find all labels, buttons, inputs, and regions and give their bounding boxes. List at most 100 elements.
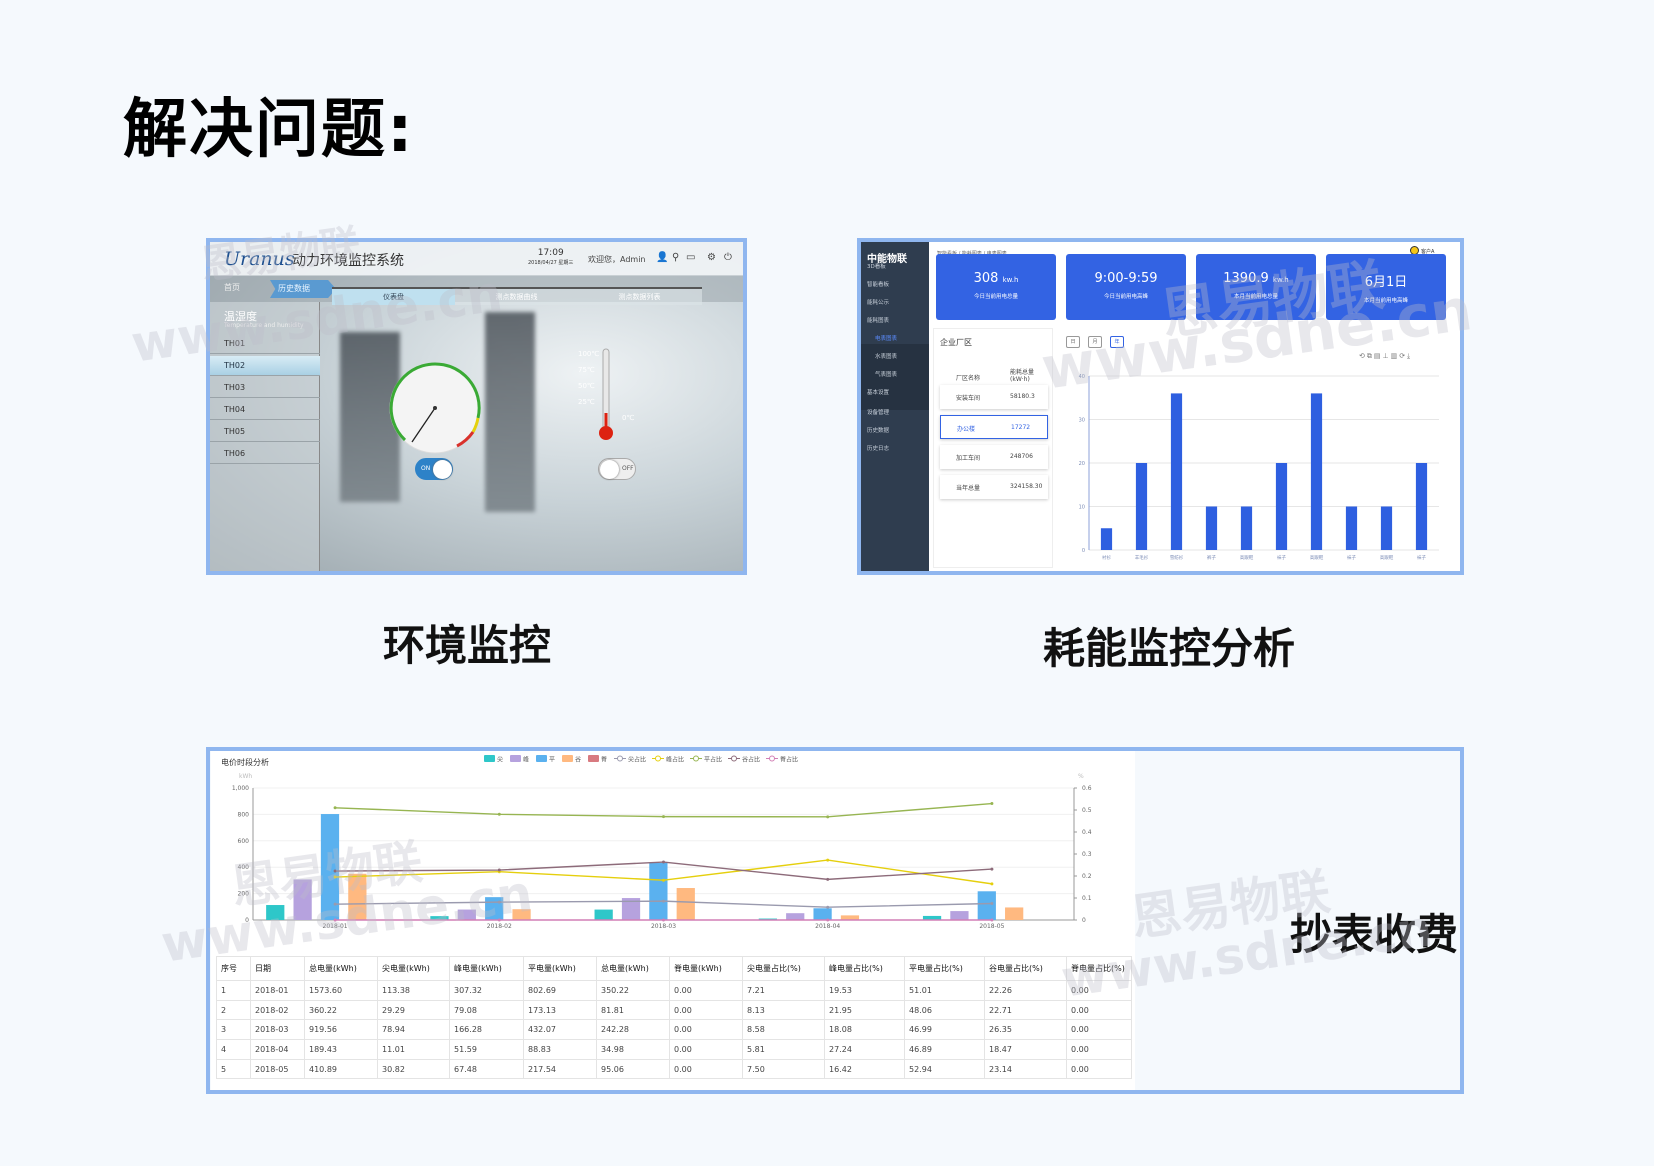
bar-尖 [922, 915, 942, 920]
bar-尖 [266, 905, 285, 920]
line-point [990, 918, 994, 922]
plant-row[interactable]: 加工车间 248706 [940, 445, 1048, 469]
column-header[interactable]: 日期 [250, 956, 305, 981]
wrench-icon[interactable]: ⚲ [672, 252, 680, 263]
y-tick-label: 30 [1079, 418, 1085, 424]
plant-row[interactable]: 安装车间 58180.3 [940, 385, 1048, 409]
table-cell: 0.00 [1066, 1039, 1132, 1060]
nav-item[interactable]: 智能看板 [867, 282, 890, 288]
column-header[interactable]: 总电量(kWh) [596, 956, 670, 981]
table-cell: 11.01 [377, 1039, 450, 1060]
server-rack [340, 332, 400, 502]
column-header[interactable]: 平电量占比(%) [904, 956, 985, 981]
nav-item[interactable]: 基本设置 [867, 390, 890, 396]
x-tick-label: 雪纺衫 [1170, 554, 1184, 561]
plant-row-selected[interactable]: 办公楼 17272 [940, 415, 1048, 439]
breadcrumb-history[interactable]: 历史数据 [270, 280, 336, 298]
table-cell: 2018-04 [250, 1039, 305, 1060]
table-cell: 79.08 [449, 999, 524, 1021]
user-name[interactable]: 客户A [1421, 249, 1435, 255]
table-cell: 0.00 [669, 999, 743, 1021]
tab-dashboard[interactable]: 仪表盘 [332, 289, 455, 305]
legend-label: 平占比 [704, 756, 722, 764]
sensor-item[interactable]: TH06 [210, 444, 320, 464]
tab-list[interactable]: 测点数据列表 [618, 293, 661, 301]
x-tick-label: 高跟鞋 [1380, 554, 1394, 561]
nav-item[interactable]: 设备管理 [867, 410, 890, 416]
welcome-text: 欢迎您，Admin [588, 255, 646, 264]
column-header[interactable]: 平电量(kWh) [523, 956, 597, 981]
plant-row[interactable]: 当年总量 324158.30 [940, 475, 1048, 499]
legend-marker [655, 755, 661, 762]
nav-item[interactable]: 能耗图表 [867, 318, 890, 324]
tab-curve[interactable]: 测点数据曲线 [495, 293, 538, 301]
line-point [826, 877, 830, 881]
y-tick-label: 20 [1079, 461, 1085, 467]
left-tick-label: 1,000 [232, 785, 249, 792]
gear-icon[interactable]: ⚙ [707, 252, 716, 263]
temp-label: 25℃ [578, 398, 595, 406]
plant-list: 企业厂区 厂区名称 能耗总量(kW·h) 安装车间 58180.3 办公楼 1727… [933, 328, 1053, 568]
table-cell: 8.13 [742, 999, 825, 1021]
chart-toolbox-icons[interactable]: ⟲⧉▤⊥▥⟳⤓ [1359, 352, 1413, 360]
breadcrumb-home[interactable]: 首页 [224, 283, 240, 292]
nav-item[interactable]: 水表图表 [875, 354, 898, 360]
table-cell: 2018-03 [250, 1019, 305, 1041]
right-tick-label: 0.4 [1082, 829, 1092, 836]
bar [1205, 506, 1218, 550]
line-point [990, 867, 994, 871]
nav-item[interactable]: 历史数据 [867, 428, 890, 434]
bar [1100, 528, 1113, 550]
bar-平 [320, 814, 340, 920]
sensor-item[interactable]: TH05 [210, 422, 320, 442]
bar-尖 [758, 918, 777, 920]
sensor-item[interactable]: TH01 [210, 334, 320, 354]
column-header[interactable]: 谷电量占比(%) [984, 956, 1067, 981]
column-header[interactable]: 总电量(kWh) [304, 956, 378, 981]
table-cell: 34.98 [596, 1039, 670, 1060]
legend-label: 尖占比 [628, 756, 646, 764]
table-cell: 0.00 [1066, 1058, 1132, 1080]
column-header[interactable]: 峰电量占比(%) [824, 956, 905, 981]
bar [1275, 463, 1288, 550]
column-header[interactable]: 尖电量占比(%) [742, 956, 825, 981]
user-icon[interactable]: 👤 [656, 252, 669, 263]
range-month-button[interactable]: 月 [1088, 336, 1102, 348]
stat-label: 本月当前用电总量 [1233, 294, 1278, 300]
toggle-on[interactable]: ON [415, 458, 453, 480]
bar [1415, 463, 1428, 550]
thermometer [599, 348, 613, 440]
table-cell: 16.42 [824, 1058, 905, 1080]
x-tick-label: 2018-02 [487, 923, 512, 930]
nav-item[interactable]: 电表图表 [875, 336, 898, 342]
table-cell: 0.00 [669, 1039, 743, 1060]
table-cell: 18.47 [984, 1039, 1067, 1060]
column-header[interactable]: 序号 [216, 956, 251, 981]
column-header[interactable]: 峰电量(kWh) [449, 956, 524, 981]
column-header[interactable]: 脊电量占比(%) [1066, 956, 1132, 981]
sensor-item-selected[interactable]: TH02 [210, 356, 320, 376]
table-cell: 51.59 [449, 1039, 524, 1060]
nav-item[interactable]: 历史日志 [867, 446, 890, 452]
toggle-off[interactable]: OFF [598, 458, 636, 480]
monitor-icon[interactable]: ▭ [686, 252, 696, 263]
column-header[interactable]: 脊电量(kWh) [669, 956, 743, 981]
x-tick-label: 高跟鞋 [1240, 554, 1254, 561]
nav-item[interactable]: 气表图表 [875, 372, 898, 378]
nav-item[interactable]: 3D看板 [867, 264, 886, 270]
tariff-period-chart: kWh % 0 200 400 600 800 1,000 0 0.1 0.2 0.3 0.4 0.5 0.… [232, 755, 1092, 930]
bar [1380, 506, 1393, 550]
sensor-item[interactable]: TH04 [210, 400, 320, 420]
range-year-button[interactable]: 年 [1110, 336, 1124, 348]
nav-item[interactable]: 能耗公示 [867, 300, 890, 306]
power-icon[interactable]: ⏻ [724, 252, 732, 263]
line-point [333, 875, 337, 879]
table-row: 2 2018-02 360.22 29.29 79.08 173.13 81.81 0.00 8… [216, 999, 1132, 1021]
sensor-item[interactable]: TH03 [210, 378, 320, 398]
x-tick-label: 袜子 [1347, 554, 1356, 561]
line-point [826, 858, 830, 862]
table-cell: 4 [216, 1039, 251, 1060]
column-header[interactable]: 尖电量(kWh) [377, 956, 450, 981]
range-day-button[interactable]: 日 [1066, 336, 1080, 348]
plant-value: 58180.3 [1010, 393, 1035, 400]
